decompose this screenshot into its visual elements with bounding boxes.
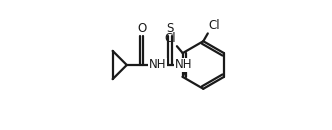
Text: NH: NH	[149, 58, 166, 72]
Text: O: O	[137, 22, 146, 35]
Text: Cl: Cl	[165, 32, 176, 45]
Text: Cl: Cl	[208, 19, 220, 32]
Text: NH: NH	[175, 58, 192, 72]
Text: S: S	[166, 22, 174, 35]
